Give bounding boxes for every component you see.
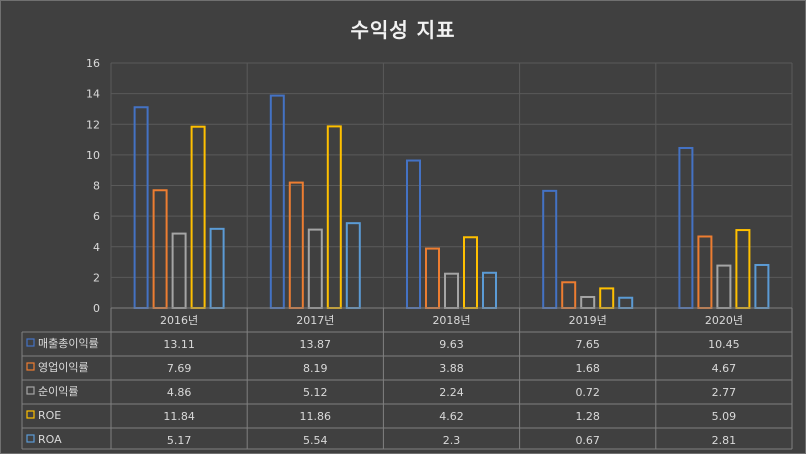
legend-label: 순이익률: [38, 385, 78, 398]
legend-key: [26, 338, 35, 347]
bar: [463, 236, 478, 310]
y-tick-label: 10: [86, 149, 100, 162]
data-label: 2.81: [712, 434, 737, 447]
bar: [444, 272, 459, 310]
bar: [618, 296, 634, 310]
data-label: 10.45: [708, 338, 740, 351]
legend-key: [26, 362, 35, 371]
y-tick-label: 12: [86, 118, 100, 131]
x-tick-label: 2020년: [705, 314, 743, 327]
data-label: 3.88: [439, 362, 464, 375]
legend-label: 매출총이익률: [38, 337, 99, 350]
y-tick-label: 14: [86, 88, 100, 101]
legend-label: 영업이익률: [38, 361, 89, 374]
bar: [152, 189, 168, 309]
bar: [678, 146, 694, 309]
legend-key: [26, 410, 35, 419]
data-label: 7.69: [167, 362, 192, 375]
bar: [561, 281, 577, 309]
bar: [754, 263, 770, 309]
data-label: 11.86: [300, 410, 332, 423]
data-label: 8.19: [303, 362, 328, 375]
bar: [133, 106, 149, 309]
x-tick-label: 2017년: [296, 314, 334, 327]
data-label: 13.11: [163, 338, 195, 351]
bar: [425, 247, 440, 309]
bar: [482, 271, 497, 309]
legend-label: ROE: [38, 409, 61, 422]
bar: [716, 264, 732, 310]
data-label: 4.67: [712, 362, 737, 375]
data-label: 9.63: [439, 338, 464, 351]
bar: [190, 125, 206, 309]
data-label: 5.54: [303, 434, 328, 447]
data-label: 7.65: [575, 338, 600, 351]
y-tick-label: 16: [86, 57, 100, 70]
bar: [288, 181, 304, 309]
y-tick-label: 8: [93, 180, 100, 193]
data-label: 1.68: [575, 362, 600, 375]
bar: [171, 232, 187, 309]
data-label: 11.84: [163, 410, 195, 423]
data-label: 13.87: [300, 338, 332, 351]
data-label: 2.77: [712, 386, 737, 399]
bar: [599, 287, 615, 309]
y-tick-label: 0: [93, 302, 100, 315]
data-label: 4.86: [167, 386, 192, 399]
bar: [326, 125, 342, 309]
data-label: 2.3: [443, 434, 461, 447]
data-label: 5.12: [303, 386, 328, 399]
y-tick-label: 6: [93, 210, 100, 223]
bar: [345, 222, 361, 309]
legend-key: [26, 386, 35, 395]
bar: [269, 94, 285, 309]
bar: [735, 229, 751, 309]
data-label: 4.62: [439, 410, 464, 423]
data-label: 0.72: [575, 386, 600, 399]
data-label: 2.24: [439, 386, 464, 399]
data-label: 1.28: [575, 410, 600, 423]
bar: [542, 189, 558, 309]
legend-key: [26, 434, 35, 443]
bar: [307, 228, 323, 310]
y-tick-label: 4: [93, 241, 100, 254]
legend-label: ROA: [38, 433, 62, 446]
data-label: 5.09: [712, 410, 737, 423]
bar: [580, 295, 596, 310]
data-label: 0.67: [575, 434, 600, 447]
chart-title: 수익성 지표: [350, 18, 456, 42]
y-tick-label: 2: [93, 271, 100, 284]
bar: [406, 159, 421, 309]
data-label: 5.17: [167, 434, 192, 447]
x-tick-label: 2019년: [569, 314, 607, 327]
bar: [209, 227, 225, 310]
x-tick-label: 2016년: [160, 314, 198, 327]
x-tick-label: 2018년: [432, 314, 470, 327]
